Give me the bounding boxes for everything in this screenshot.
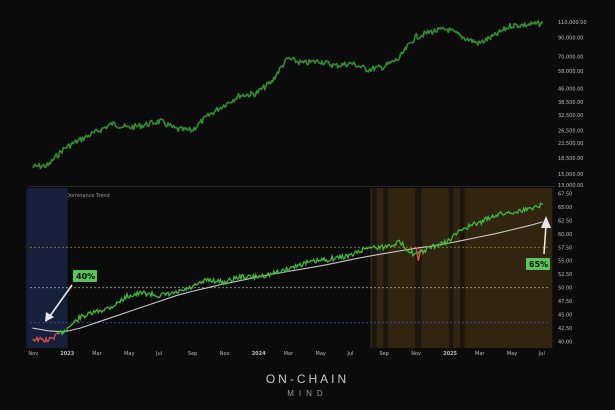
- callout-start-arrow-shaft: [49, 284, 73, 317]
- lower-tick-label: 62.50: [558, 218, 572, 224]
- blue-zone: [26, 188, 68, 348]
- x-tick-label: Nov: [220, 351, 230, 357]
- x-tick-label: May: [316, 351, 326, 357]
- brand-logo-line1: ON-CHAIN: [265, 372, 350, 386]
- x-tick-label: Nov: [411, 351, 421, 357]
- upper-tick-label: 15,000.00: [558, 172, 583, 178]
- amber-zone-band-0: [372, 188, 377, 348]
- lower-tick-label: 67.50: [558, 191, 572, 197]
- lower-tick-label: 45.00: [558, 313, 572, 319]
- callout-start-label: 40%: [76, 272, 95, 281]
- brand-logo-line2: MIND: [287, 389, 328, 398]
- upper-tick-label: 58,000.00: [558, 69, 583, 75]
- callout-end-arrow-shaft: [543, 224, 547, 255]
- lower-tick-label: 40.00: [558, 340, 572, 346]
- x-tick-label: Mar: [92, 351, 102, 357]
- upper-tick-label: 110,000.00: [558, 20, 587, 26]
- btc-price-series: [32, 19, 544, 170]
- x-tick-label: Mar: [475, 351, 485, 357]
- dominance-dip: [415, 247, 422, 261]
- amber-zone-band-4: [459, 188, 465, 348]
- lower-tick-label: 60.00: [558, 232, 572, 238]
- upper-tick-label: 46,000.00: [558, 87, 583, 93]
- btc-price-panel: 110,000.00 90,000.00 70,000.00 58,000.00 46,…: [28, 19, 587, 189]
- amber-zone-band-1: [383, 188, 389, 348]
- dominance-series-start: [32, 332, 60, 344]
- x-tick-label: 2023: [60, 351, 74, 357]
- x-tick-label: Jul: [155, 351, 162, 357]
- x-axis: Nov 2023 Mar May Jul Sep Nov 2024 Mar May Jul Sep No…: [28, 351, 544, 357]
- upper-tick-label: 70,000.00: [558, 54, 583, 60]
- lower-tick-label: 65.00: [558, 205, 572, 211]
- x-tick-label: Jul: [346, 351, 353, 357]
- lower-tick-label: 52.50: [558, 272, 572, 278]
- upper-tick-label: 13,000.00: [558, 183, 583, 189]
- callout-start-arrow-head: [45, 312, 54, 322]
- callout-end-arrow-head: [541, 216, 551, 228]
- x-tick-label: 2024: [252, 351, 266, 357]
- x-tick-label: 2025: [443, 351, 457, 357]
- x-tick-label: Nov: [28, 351, 38, 357]
- upper-tick-label: 32,500.00: [558, 113, 583, 119]
- dominance-series: [57, 202, 543, 336]
- callouts: 40% 65%: [45, 216, 551, 322]
- upper-tick-label: 90,000.00: [558, 35, 583, 41]
- lower-tick-label: 57.50: [558, 245, 572, 251]
- lower-tick-label: 50.00: [558, 286, 572, 292]
- callout-end-label: 65%: [529, 260, 548, 269]
- x-tick-label: Sep: [188, 351, 197, 357]
- callout-end-box: [526, 258, 550, 270]
- lower-chart-title: OCM Bitcoin Dominance Trend: [34, 193, 110, 199]
- x-tick-label: Jul: [538, 351, 545, 357]
- upper-tick-label: 38,500.00: [558, 100, 583, 106]
- upper-tick-label: 26,500.00: [558, 129, 583, 135]
- callout-start-box: [73, 270, 97, 282]
- dominance-panel: OCM Bitcoin Dominance Trend 67.50 65.00 62…: [26, 188, 572, 348]
- x-tick-label: Sep: [379, 351, 388, 357]
- amber-zone-band-2: [415, 188, 422, 348]
- upper-tick-label: 22,500.00: [558, 141, 583, 147]
- x-tick-label: Mar: [284, 351, 294, 357]
- x-tick-label: May: [124, 351, 134, 357]
- amber-zone-band-3: [448, 188, 454, 348]
- x-tick-label: May: [507, 351, 517, 357]
- lower-tick-label: 47.50: [558, 299, 572, 305]
- lower-tick-label: 42.50: [558, 326, 572, 332]
- upper-tick-label: 18,500.00: [558, 156, 583, 162]
- lower-tick-label: 55.00: [558, 259, 572, 265]
